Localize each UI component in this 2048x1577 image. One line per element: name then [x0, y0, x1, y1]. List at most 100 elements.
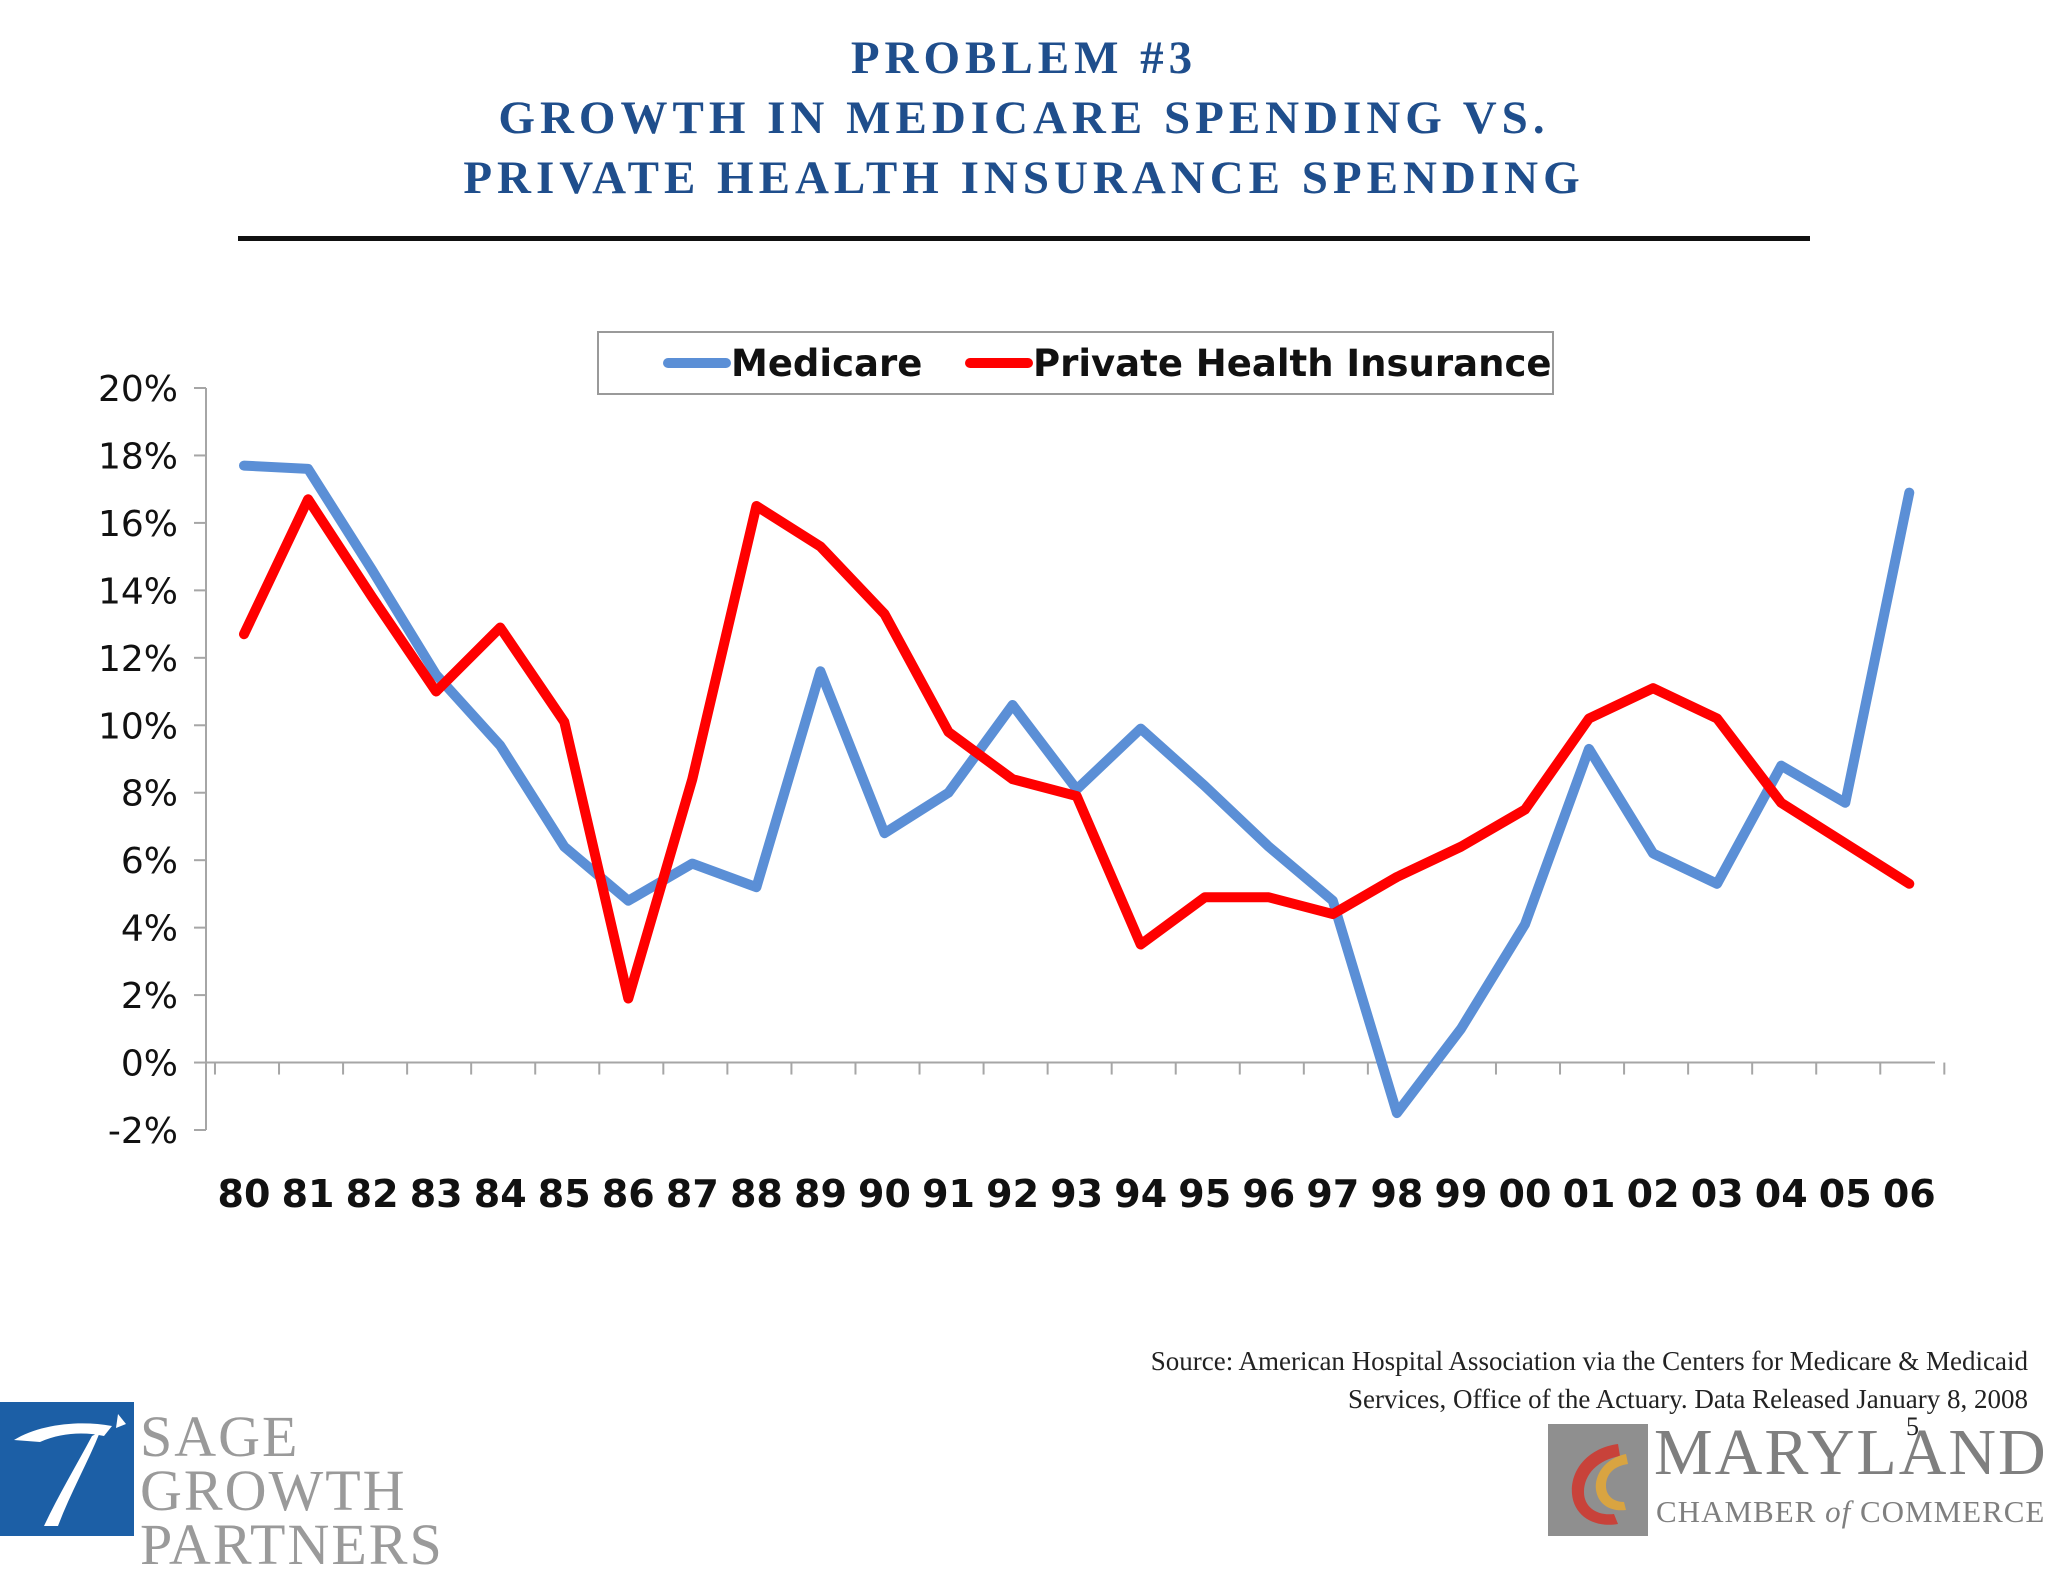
data-point: [944, 728, 953, 737]
y-tick-label: 16%: [98, 504, 178, 545]
data-point: [1328, 910, 1337, 919]
data-point: [496, 623, 505, 632]
data-point: [1585, 744, 1594, 753]
data-point: [1841, 839, 1850, 848]
data-point: [432, 670, 441, 679]
maryland-logo-name: MARYLAND: [1654, 1416, 2048, 1489]
data-point: [368, 566, 377, 575]
line-chart: -2%0%2%4%6%8%10%12%14%16%18%20%80 81 82 83 8…: [98, 331, 1946, 1216]
maryland-sub-after: COMMERCE: [1851, 1494, 2046, 1529]
maryland-chamber-logo: MARYLAND CHAMBER of COMMERCE: [1548, 1418, 2048, 1536]
x-tick-label: 97: [1306, 1172, 1359, 1216]
data-point: [624, 896, 633, 905]
data-point: [1392, 873, 1401, 882]
data-point: [1905, 879, 1914, 888]
y-tick-label: -2%: [108, 1111, 178, 1152]
source-note: Source: American Hospital Association vi…: [1151, 1342, 2028, 1418]
x-tick-label: 89: [794, 1172, 847, 1216]
x-tick-label: 88: [730, 1172, 783, 1216]
sage-mark-icon: [0, 1402, 134, 1536]
data-point: [304, 464, 313, 473]
data-point: [1456, 842, 1465, 851]
data-point: [240, 461, 248, 470]
data-point: [560, 842, 569, 851]
sage-growth-partners-logo: SAGE GROWTH PARTNERS: [0, 1402, 560, 1574]
y-tick-label: 10%: [98, 706, 178, 747]
y-tick-label: 8%: [121, 774, 178, 815]
data-point: [1264, 842, 1273, 851]
x-tick-label: 83: [410, 1172, 463, 1216]
sage-logo-line-1: SAGE GROWTH: [140, 1404, 407, 1523]
data-point: [1136, 940, 1145, 949]
x-tick-label: 93: [1050, 1172, 1103, 1216]
x-tick-label: 00: [1499, 1172, 1552, 1216]
y-tick-label: 12%: [98, 639, 178, 680]
data-point: [1649, 684, 1658, 693]
title-line-3: PRIVATE HEALTH INSURANCE SPENDING: [463, 152, 1585, 204]
legend-box: [597, 331, 1554, 395]
data-point: [1136, 724, 1145, 733]
x-tick-label: 90: [858, 1172, 911, 1216]
x-tick-label: 85: [538, 1172, 591, 1216]
title-line-2: GROWTH IN MEDICARE SPENDING VS.: [498, 92, 1550, 144]
data-point: [560, 717, 569, 726]
data-point: [1200, 781, 1209, 790]
x-tick-label: 01: [1563, 1172, 1616, 1216]
title-line-1: PROBLEM #3: [850, 32, 1198, 84]
x-tick-label: 04: [1755, 1172, 1808, 1216]
data-point: [1072, 792, 1081, 801]
data-point: [240, 630, 248, 639]
data-point: [1585, 714, 1594, 723]
x-tick-label: 06: [1883, 1172, 1936, 1216]
data-point: [944, 788, 953, 797]
data-point: [1841, 798, 1850, 807]
data-point: [1777, 798, 1786, 807]
data-point: [752, 883, 761, 892]
data-point: [688, 775, 697, 784]
x-tick-label: 94: [1114, 1172, 1167, 1216]
data-point: [1521, 920, 1529, 929]
data-point: [304, 495, 313, 504]
x-tick-label: 02: [1627, 1172, 1680, 1216]
data-point: [880, 609, 889, 618]
data-point: [1456, 1024, 1465, 1033]
data-point: [432, 687, 441, 696]
x-tick-label: 96: [1242, 1172, 1295, 1216]
maryland-mark-icon: [1548, 1424, 1648, 1536]
sage-logo-text: SAGE GROWTH PARTNERS: [140, 1404, 560, 1577]
y-tick-label: 14%: [98, 571, 178, 612]
maryland-sub-before: CHAMBER: [1656, 1494, 1826, 1529]
series-line-1: [239, 494, 1915, 1004]
data-point: [1713, 714, 1722, 723]
y-tick-label: 0%: [121, 1044, 178, 1085]
y-tick-label: 4%: [121, 909, 178, 950]
data-point: [816, 667, 825, 676]
y-tick-label: 18%: [98, 436, 178, 477]
maryland-logo-subtitle: CHAMBER of COMMERCE: [1656, 1494, 2045, 1530]
sage-logo-line-2: PARTNERS: [140, 1512, 444, 1577]
data-point: [1328, 896, 1337, 905]
legend-label: Medicare: [731, 342, 922, 385]
data-point: [880, 829, 889, 838]
x-tick-label: 03: [1691, 1172, 1744, 1216]
title-divider: [238, 236, 1810, 241]
x-tick-label: 92: [986, 1172, 1039, 1216]
data-point: [1264, 893, 1273, 902]
data-point: [1008, 775, 1017, 784]
x-tick-label: 87: [666, 1172, 719, 1216]
page-number: 5: [1906, 1412, 1919, 1441]
data-point: [1905, 488, 1914, 497]
data-point: [1392, 1109, 1401, 1118]
y-tick-label: 20%: [98, 369, 178, 410]
slide-title: PROBLEM #3 GROWTH IN MEDICARE SPENDING V…: [0, 28, 2048, 208]
data-point: [368, 593, 377, 602]
data-point: [1713, 879, 1722, 888]
maryland-sub-of: of: [1825, 1494, 1852, 1529]
x-tick-label: 80: [218, 1172, 271, 1216]
legend-label: Private Health Insurance: [1033, 342, 1551, 385]
data-point: [1649, 849, 1658, 858]
y-tick-label: 2%: [121, 976, 178, 1017]
data-point: [688, 859, 697, 868]
y-tick-label: 6%: [121, 841, 178, 882]
x-tick-label: 86: [602, 1172, 655, 1216]
